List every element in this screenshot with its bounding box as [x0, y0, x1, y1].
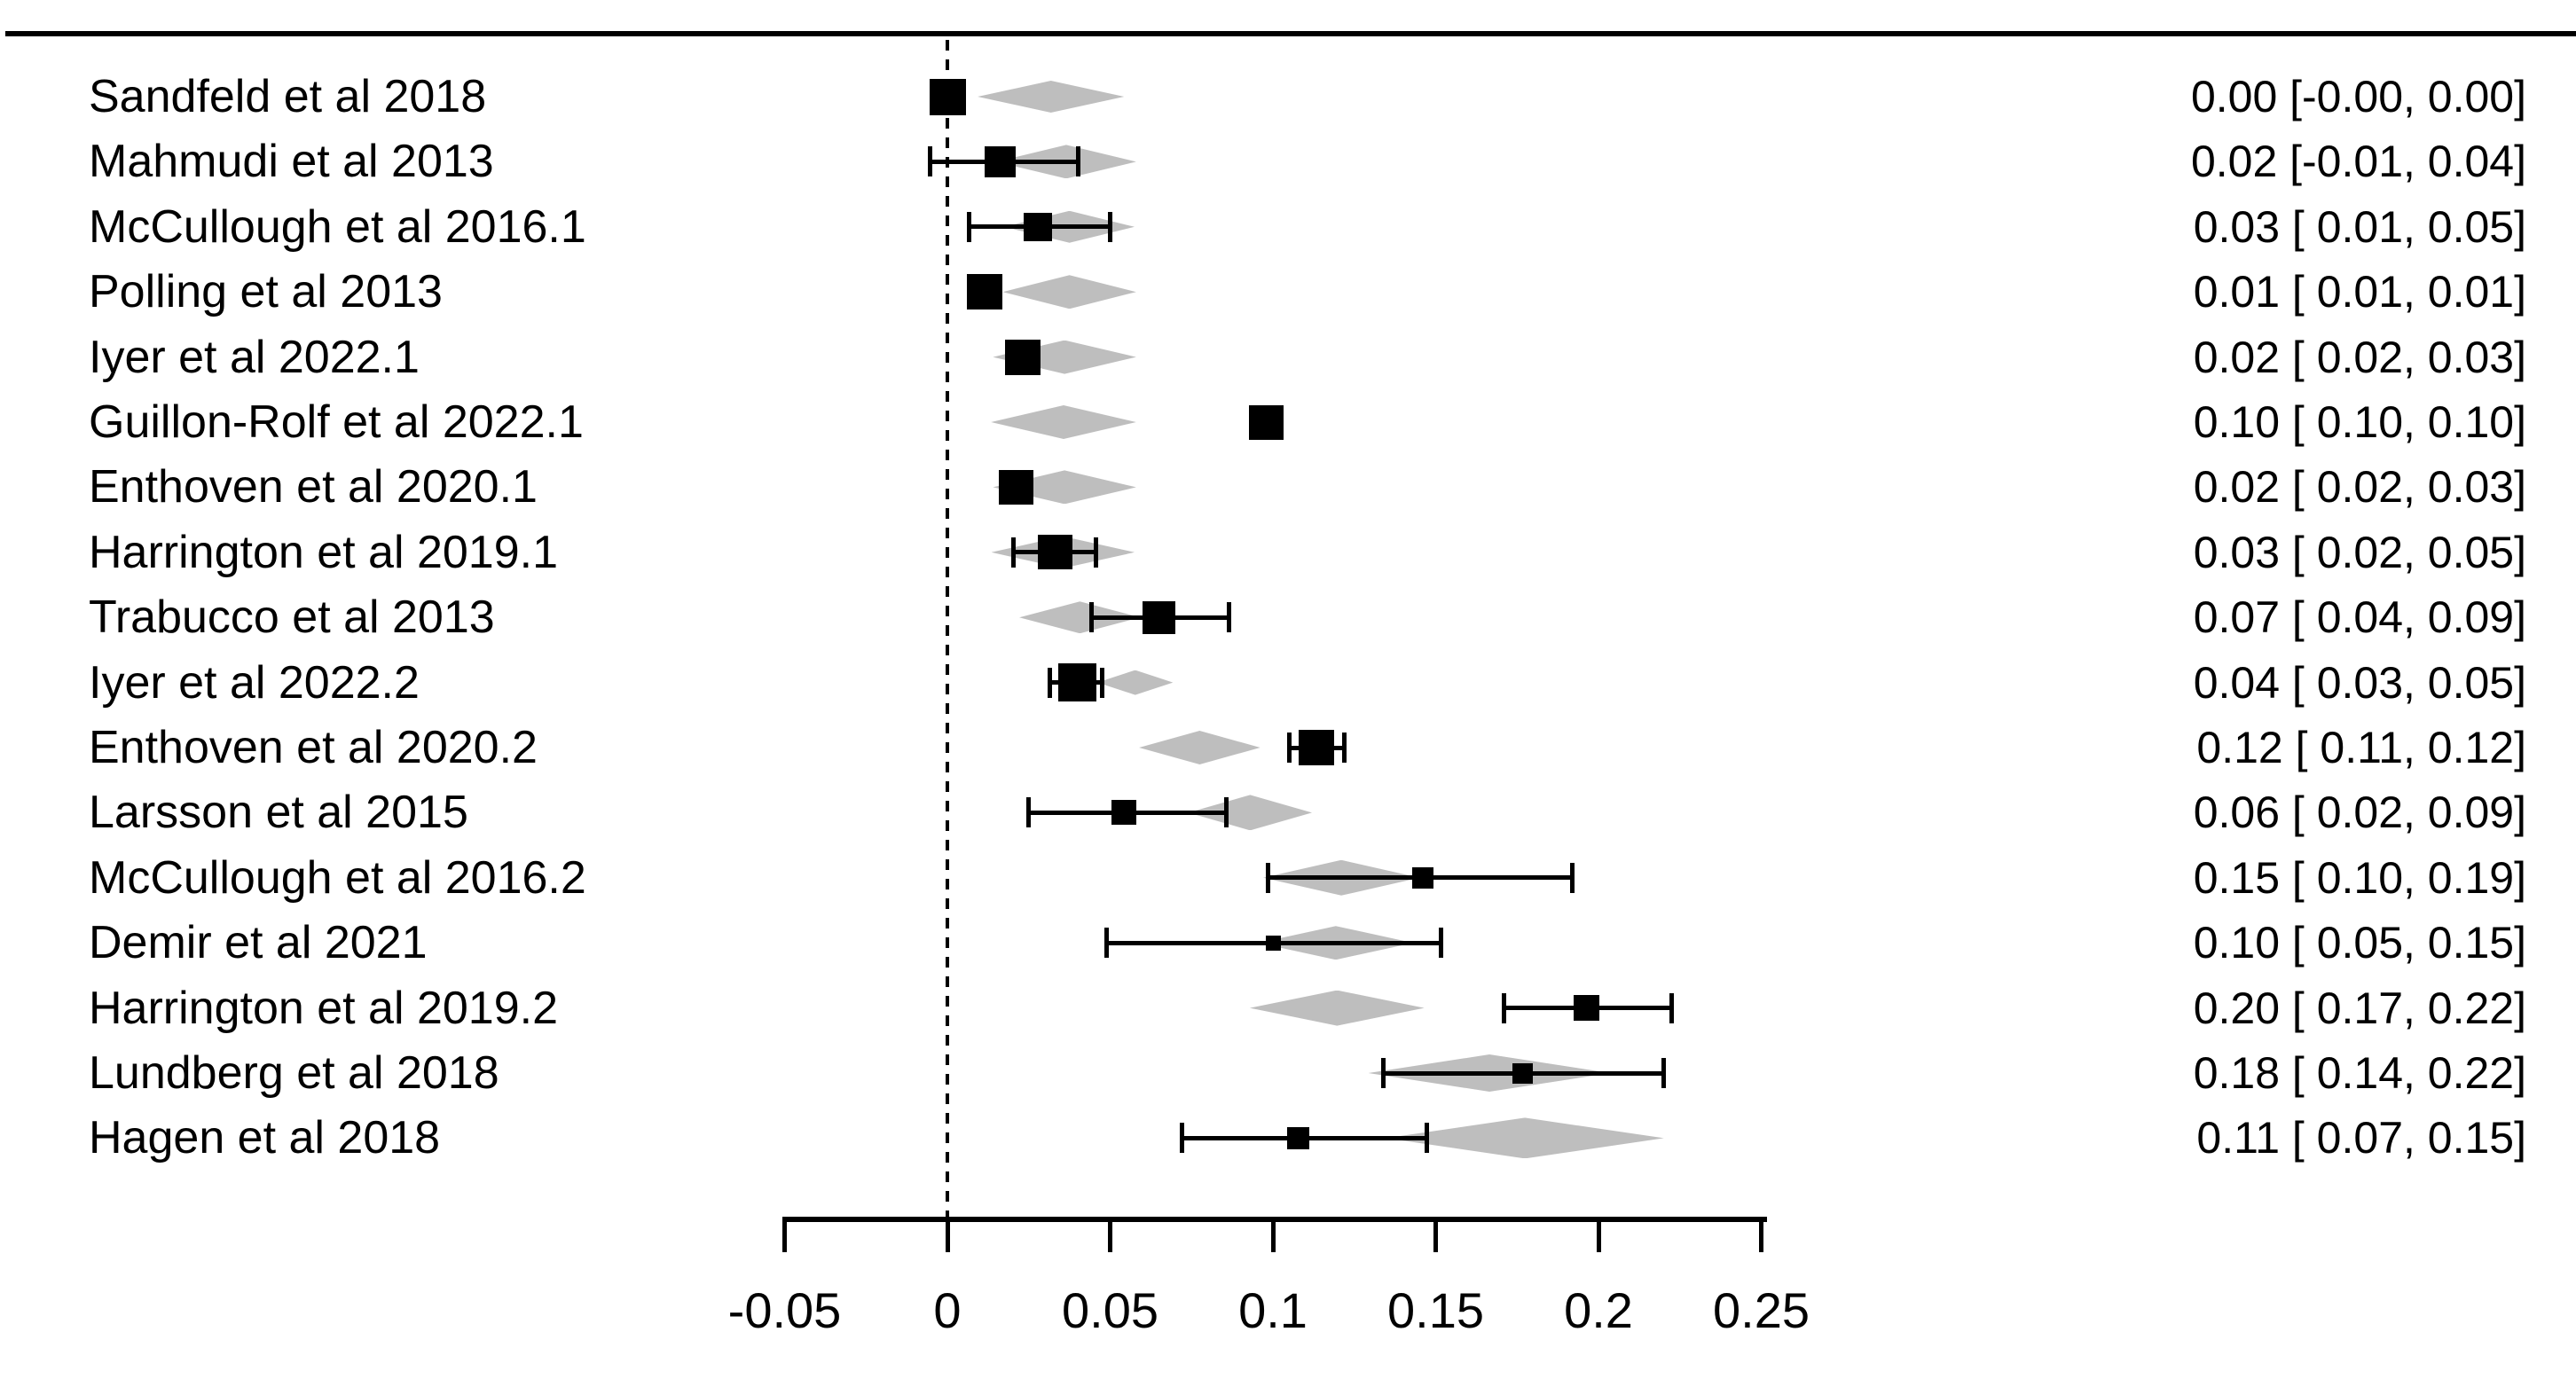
ci-cap-left [1048, 667, 1053, 698]
ci-cap-right [1227, 602, 1232, 633]
zero-reference-line [946, 40, 949, 1217]
study-label: Lundberg et al 2018 [89, 1047, 499, 1099]
study-label: Enthoven et al 2020.2 [89, 722, 538, 773]
x-axis-tick-label: 0.15 [1387, 1282, 1484, 1338]
shrinkage-diamond-icon [1097, 670, 1174, 695]
ci-cap-right [1439, 928, 1444, 959]
study-estimate: 0.00 [-0.00, 0.00] [2190, 72, 2526, 121]
study-estimate: 0.11 [ 0.07, 0.15] [2196, 1113, 2526, 1164]
study-label: Trabucco et al 2013 [89, 592, 495, 644]
x-axis-tick [1759, 1222, 1763, 1252]
effect-square [1298, 730, 1334, 765]
effect-square [1411, 866, 1433, 889]
shrinkage-diamond-icon [978, 81, 1125, 113]
study-label: Larsson et al 2015 [89, 787, 468, 839]
study-label: Mahmudi et al 2013 [89, 136, 494, 188]
effect-square [1037, 535, 1072, 570]
effect-square [929, 78, 966, 115]
effect-square [966, 274, 1002, 310]
study-label: McCullough et al 2016.1 [89, 200, 586, 253]
effect-square [1111, 800, 1137, 826]
effect-square [984, 145, 1016, 177]
shrinkage-diamond-icon [1002, 275, 1136, 309]
ci-cap-right [1108, 211, 1112, 242]
ci-cap-right [1661, 1058, 1667, 1088]
study-label: Guillon-Rolf et al 2022.1 [89, 396, 584, 448]
x-axis-tick-label: 0 [933, 1282, 962, 1338]
study-estimate: 0.04 [ 0.03, 0.05] [2193, 657, 2526, 708]
x-axis-tick [782, 1222, 787, 1252]
ci-cap-left [1011, 537, 1016, 568]
study-estimate: 0.02 [-0.01, 0.04] [2190, 137, 2526, 187]
shrinkage-diamond-icon [1249, 990, 1425, 1026]
x-axis-tick-label: 0.05 [1062, 1282, 1158, 1338]
ci-cap-right [1224, 797, 1229, 828]
ci-cap-left [1286, 733, 1292, 763]
study-label: Enthoven et al 2020.1 [89, 461, 538, 513]
ci-cap-left [967, 211, 972, 242]
ci-cap-right [1094, 537, 1099, 568]
ci-cap-right [1669, 992, 1674, 1023]
study-estimate: 0.02 [ 0.02, 0.03] [2193, 462, 2526, 513]
ci-cap-right [1425, 1123, 1430, 1154]
ci-cap-right [1076, 146, 1081, 177]
study-estimate: 0.03 [ 0.02, 0.05] [2193, 527, 2526, 577]
x-axis-tick-label: -0.05 [727, 1282, 842, 1338]
study-estimate: 0.06 [ 0.02, 0.09] [2193, 787, 2526, 838]
effect-square [1023, 212, 1052, 241]
study-label: Sandfeld et al 2018 [89, 71, 487, 122]
x-axis-tick [1108, 1222, 1112, 1252]
ci-cap-left [1502, 992, 1507, 1023]
x-axis-tick-label: 0.25 [1713, 1282, 1810, 1338]
ci-cap-left [1380, 1058, 1386, 1088]
ci-cap-left [1179, 1123, 1184, 1154]
x-axis-tick-label: 0.1 [1238, 1282, 1308, 1338]
ci-cap-left [1266, 862, 1271, 893]
study-label: Iyer et al 2022.1 [89, 331, 420, 383]
ci-cap-left [1025, 797, 1031, 828]
x-axis-tick [945, 1222, 950, 1252]
study-estimate: 0.07 [ 0.04, 0.09] [2193, 592, 2526, 643]
effect-square [1249, 404, 1284, 440]
study-estimate: 0.02 [ 0.02, 0.03] [2193, 332, 2526, 382]
study-estimate: 0.15 [ 0.10, 0.19] [2193, 852, 2526, 903]
effect-square [1286, 1126, 1309, 1149]
study-estimate: 0.03 [ 0.01, 0.05] [2193, 201, 2526, 252]
top-rule [5, 31, 2576, 36]
ci-cap-right [1570, 862, 1575, 893]
ci-cap-right [1099, 667, 1104, 698]
study-label: Hagen et al 2018 [89, 1112, 441, 1164]
study-label: Demir et al 2021 [89, 917, 428, 969]
study-label: Harrington et al 2019.1 [89, 526, 559, 578]
shrinkage-diamond-icon [991, 405, 1136, 439]
study-label: Iyer et al 2022.2 [89, 656, 420, 709]
study-estimate: 0.10 [ 0.05, 0.15] [2193, 918, 2526, 968]
shrinkage-diamond-icon [1139, 731, 1261, 764]
ci-cap-left [1089, 602, 1095, 633]
study-label: Harrington et al 2019.2 [89, 982, 559, 1034]
study-label: Polling et al 2013 [89, 266, 443, 318]
study-estimate: 0.18 [ 0.14, 0.22] [2193, 1048, 2526, 1098]
effect-square [1573, 995, 1599, 1022]
effect-square [1512, 1062, 1533, 1084]
study-estimate: 0.20 [ 0.17, 0.22] [2193, 983, 2526, 1033]
effect-square [1005, 339, 1041, 375]
x-axis-tick-label: 0.2 [1564, 1282, 1633, 1338]
x-axis-line [782, 1217, 1767, 1222]
ci-cap-left [927, 146, 932, 177]
study-estimate: 0.10 [ 0.10, 0.10] [2193, 397, 2526, 447]
study-estimate: 0.12 [ 0.11, 0.12] [2196, 723, 2526, 772]
x-axis-tick [1596, 1222, 1601, 1252]
ci-cap-right [1342, 733, 1347, 763]
effect-square [1058, 663, 1097, 702]
effect-square [1266, 935, 1282, 951]
x-axis-tick [1270, 1222, 1276, 1252]
x-axis-tick [1433, 1222, 1438, 1252]
effect-square [998, 469, 1033, 505]
study-label: McCullough et al 2016.2 [89, 851, 586, 904]
study-estimate: 0.01 [ 0.01, 0.01] [2193, 267, 2526, 317]
effect-square [1143, 600, 1176, 634]
ci-cap-left [1103, 928, 1109, 959]
